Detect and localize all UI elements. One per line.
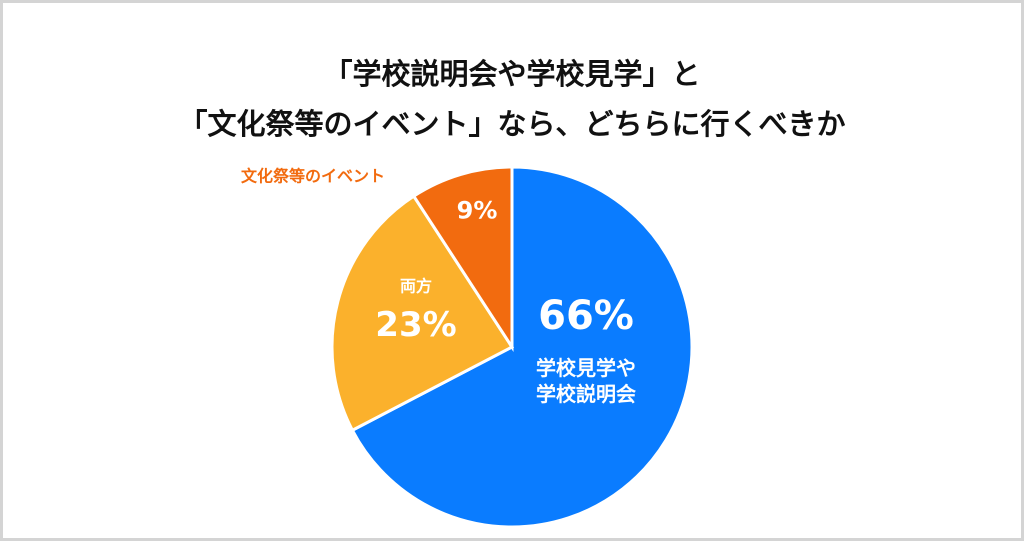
pie [330,165,694,529]
pie-slice [330,194,515,433]
chart-title: 「文化祭等のイベント」なら、どちらに行くべきか [178,107,846,141]
pie-slice [411,165,514,353]
category-label: 学校見学や学校説明会 [536,356,636,406]
value-label: 66% [538,293,634,339]
pie-slice [350,165,694,529]
value-label: 23% [375,304,457,345]
value-label: 9% [456,196,498,225]
category-label: 文化祭等のイベント [240,166,386,186]
chart-title: 「学校説明会や学校見学」と [323,57,701,91]
category-label: 両方 [399,276,433,296]
